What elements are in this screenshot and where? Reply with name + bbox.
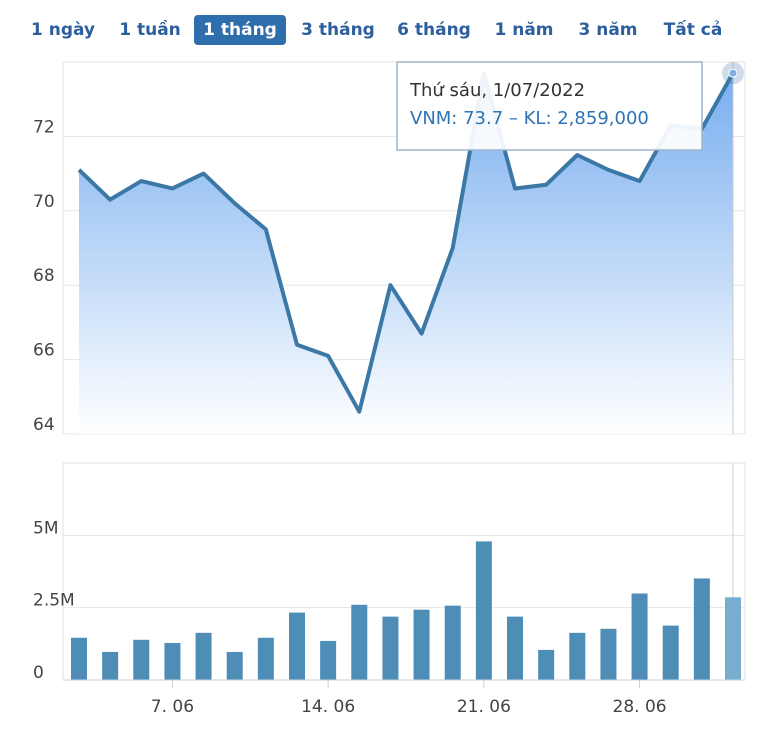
- x-tick-label: 14. 06: [301, 697, 355, 717]
- volume-bar: [507, 616, 523, 680]
- volume-bar: [662, 625, 679, 680]
- volume-bar: [569, 632, 586, 680]
- volume-bar: [71, 637, 87, 680]
- volume-bar: [195, 632, 212, 680]
- range-button[interactable]: 1 năm: [494, 20, 553, 40]
- y-tick-label: 70: [33, 192, 55, 212]
- volume-bar: [382, 616, 399, 680]
- volume-bar: [133, 639, 150, 680]
- volume-bar: [257, 637, 274, 680]
- volume-bar: [289, 612, 305, 680]
- range-button[interactable]: 3 tháng: [301, 20, 375, 40]
- y-tick-label: 5M: [33, 518, 58, 538]
- volume-bar: [693, 578, 710, 680]
- volume-bar: [600, 628, 617, 680]
- volume-bar: [351, 604, 368, 680]
- volume-bar: [413, 609, 430, 680]
- tooltip-date: Thứ sáu, 1/07/2022: [409, 80, 585, 101]
- range-button[interactable]: 6 tháng: [397, 20, 471, 40]
- y-tick-label: 64: [33, 415, 55, 435]
- range-buttons: 1 ngày 1 tuần 1 tháng 3 tháng 6 tháng 1 năm 3 …: [31, 15, 722, 45]
- y-tick-label: 0: [33, 663, 44, 683]
- y-tick-label: 66: [33, 341, 55, 361]
- volume-bar: [725, 597, 741, 680]
- range-button[interactable]: 1 tuần: [119, 19, 181, 40]
- tooltip: Thứ sáu, 1/07/2022 VNM: 73.7 – KL: 2,859…: [396, 61, 703, 151]
- volume-bar: [226, 651, 243, 680]
- y-tick-label: 68: [33, 266, 55, 286]
- range-button-bg[interactable]: [194, 15, 286, 45]
- tooltip-text: VNM: 73.7 – KL: 2,859,000: [410, 108, 649, 129]
- volume-bar: [444, 605, 461, 680]
- y-tick-label: 2.5M: [33, 591, 75, 611]
- volume-bar: [631, 593, 648, 680]
- x-tick-label: 21. 06: [457, 697, 511, 717]
- price-chart: 64 66 68 70 72: [33, 62, 745, 435]
- volume-bar: [320, 640, 337, 680]
- volume-bar: [538, 649, 555, 680]
- volume-chart: 0 2.5M 5M 7. 06 14. 06 21. 06 28. 06: [33, 463, 745, 717]
- volume-bar: [475, 541, 492, 680]
- price-line: [77, 71, 735, 414]
- volume-bar: [102, 651, 119, 680]
- range-button[interactable]: 1 tháng: [203, 20, 277, 40]
- range-button[interactable]: 1 ngày: [31, 20, 95, 40]
- hover-point: [728, 68, 738, 78]
- range-button[interactable]: 3 năm: [578, 20, 637, 40]
- volume-bar: [164, 642, 181, 680]
- tooltip-box: [396, 61, 703, 151]
- x-tick-label: 28. 06: [613, 697, 667, 717]
- range-button[interactable]: Tất cả: [664, 19, 723, 40]
- y-tick-label: 72: [33, 117, 55, 137]
- x-tick-label: 7. 06: [151, 697, 194, 717]
